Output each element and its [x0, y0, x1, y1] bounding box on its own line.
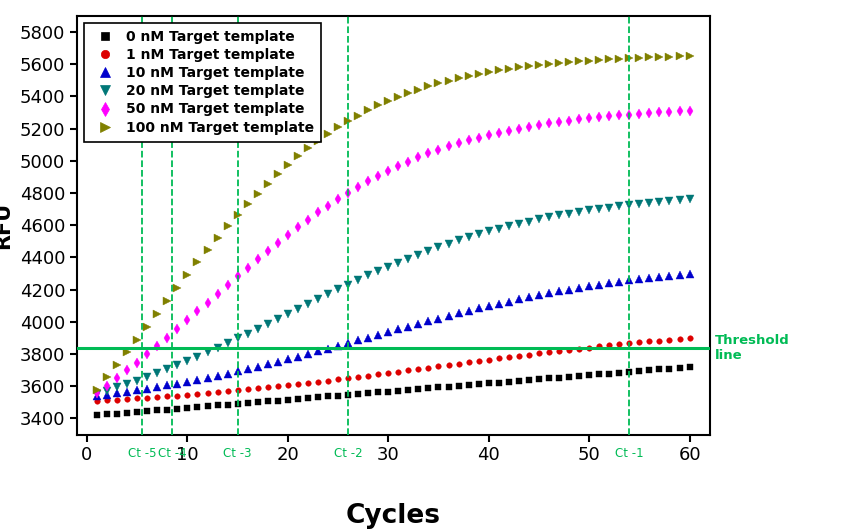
10 nM Target template: [243, 366, 253, 372]
50 nM Target template: [292, 224, 303, 230]
20 nM Target template: [292, 306, 303, 312]
0 nM Target template: [262, 398, 273, 404]
50 nM Target template: [243, 264, 253, 271]
50 nM Target template: [192, 308, 203, 315]
Legend: 0 nM Target template, 1 nM Target template, 10 nM Target template, 20 nM Target : 0 nM Target template, 1 nM Target templa…: [84, 23, 321, 142]
50 nM Target template: [463, 137, 474, 144]
Line: 20 nM Target template: 20 nM Target template: [93, 196, 693, 398]
0 nM Target template: [91, 412, 102, 419]
0 nM Target template: [685, 364, 695, 370]
20 nM Target template: [262, 321, 273, 327]
1 nM Target template: [262, 384, 273, 391]
1 nM Target template: [192, 391, 203, 397]
1 nM Target template: [243, 386, 253, 393]
20 nM Target template: [685, 196, 695, 202]
100 nM Target template: [292, 153, 303, 160]
0 nM Target template: [463, 382, 474, 388]
10 nM Target template: [292, 354, 303, 360]
Text: Ct -1: Ct -1: [615, 447, 644, 461]
Line: 0 nM Target template: 0 nM Target template: [94, 364, 693, 418]
Text: Ct -3: Ct -3: [223, 447, 252, 461]
100 nM Target template: [91, 386, 102, 393]
Line: 50 nM Target template: 50 nM Target template: [93, 107, 693, 396]
1 nM Target template: [283, 382, 293, 388]
1 nM Target template: [91, 398, 102, 404]
100 nM Target template: [192, 259, 203, 266]
Line: 1 nM Target template: 1 nM Target template: [94, 335, 693, 403]
Text: Ct -4: Ct -4: [158, 447, 186, 461]
0 nM Target template: [192, 404, 203, 410]
Text: Threshold
line: Threshold line: [715, 334, 789, 361]
Text: Ct -5: Ct -5: [128, 447, 156, 461]
50 nM Target template: [91, 390, 102, 396]
100 nM Target template: [283, 162, 293, 168]
10 nM Target template: [463, 308, 474, 314]
1 nM Target template: [292, 381, 303, 387]
0 nM Target template: [292, 396, 303, 402]
20 nM Target template: [463, 234, 474, 241]
Text: Ct -2: Ct -2: [333, 447, 363, 461]
10 nM Target template: [262, 361, 273, 367]
10 nM Target template: [283, 356, 293, 363]
50 nM Target template: [685, 108, 695, 114]
20 nM Target template: [192, 354, 203, 360]
100 nM Target template: [243, 201, 253, 207]
X-axis label: Cycles: Cycles: [345, 504, 441, 529]
100 nM Target template: [463, 73, 474, 79]
0 nM Target template: [283, 396, 293, 403]
50 nM Target template: [283, 232, 293, 238]
20 nM Target template: [91, 391, 102, 397]
20 nM Target template: [243, 330, 253, 337]
0 nM Target template: [243, 400, 253, 406]
Line: 100 nM Target template: 100 nM Target template: [93, 52, 693, 393]
1 nM Target template: [463, 359, 474, 366]
10 nM Target template: [91, 393, 102, 399]
1 nM Target template: [685, 335, 695, 341]
100 nM Target template: [685, 53, 695, 59]
20 nM Target template: [283, 311, 293, 317]
Y-axis label: RFU: RFU: [0, 202, 13, 249]
10 nM Target template: [192, 377, 203, 383]
50 nM Target template: [262, 248, 273, 254]
10 nM Target template: [685, 270, 695, 277]
Line: 10 nM Target template: 10 nM Target template: [93, 270, 693, 400]
100 nM Target template: [262, 180, 273, 187]
